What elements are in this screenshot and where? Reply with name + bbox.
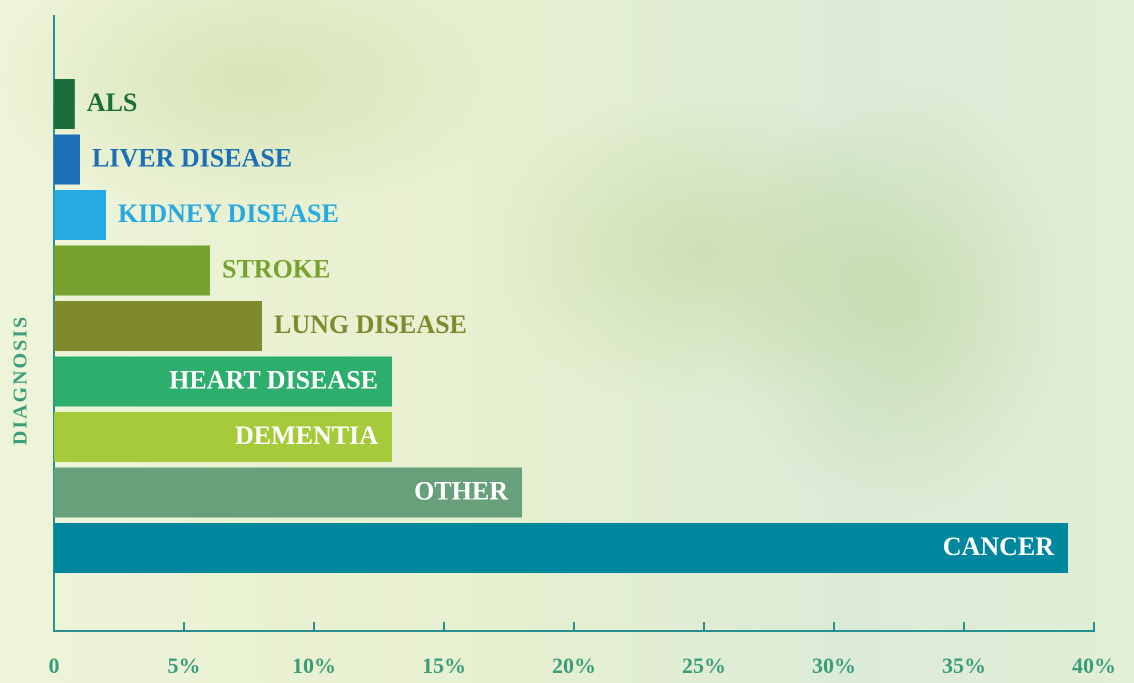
x-tick-label: 30%: [812, 653, 856, 678]
bar: [54, 301, 262, 351]
x-tick-label: 15%: [422, 653, 466, 678]
bar-label: STROKE: [222, 254, 330, 283]
bar-label: LIVER DISEASE: [92, 143, 292, 172]
bar: [54, 523, 1068, 573]
bar: [54, 190, 106, 240]
x-tick-label: 5%: [168, 653, 201, 678]
chart: DIAGNOSIS 0 5% 10% 15% 20% 25% 30% 35% 40% ALS LIV…: [0, 0, 1134, 683]
bar-label: CANCER: [943, 532, 1054, 561]
bar: [54, 135, 80, 185]
bar-label: LUNG DISEASE: [274, 310, 467, 339]
x-tick-label: 40%: [1072, 653, 1116, 678]
x-tick-label: 25%: [682, 653, 726, 678]
x-tick-label: 0: [49, 653, 60, 678]
bar: [54, 79, 75, 129]
y-axis-label: DIAGNOSIS: [10, 315, 32, 445]
bar-label: ALS: [87, 88, 138, 117]
x-tick-label: 35%: [942, 653, 986, 678]
bar-label: DEMENTIA: [235, 421, 378, 450]
x-tick-label: 10%: [292, 653, 336, 678]
bar-label: KIDNEY DISEASE: [118, 199, 339, 228]
x-tick-label: 20%: [552, 653, 596, 678]
bar: [54, 246, 210, 296]
bar-label: HEART DISEASE: [169, 365, 378, 394]
bar-label: OTHER: [414, 476, 508, 505]
